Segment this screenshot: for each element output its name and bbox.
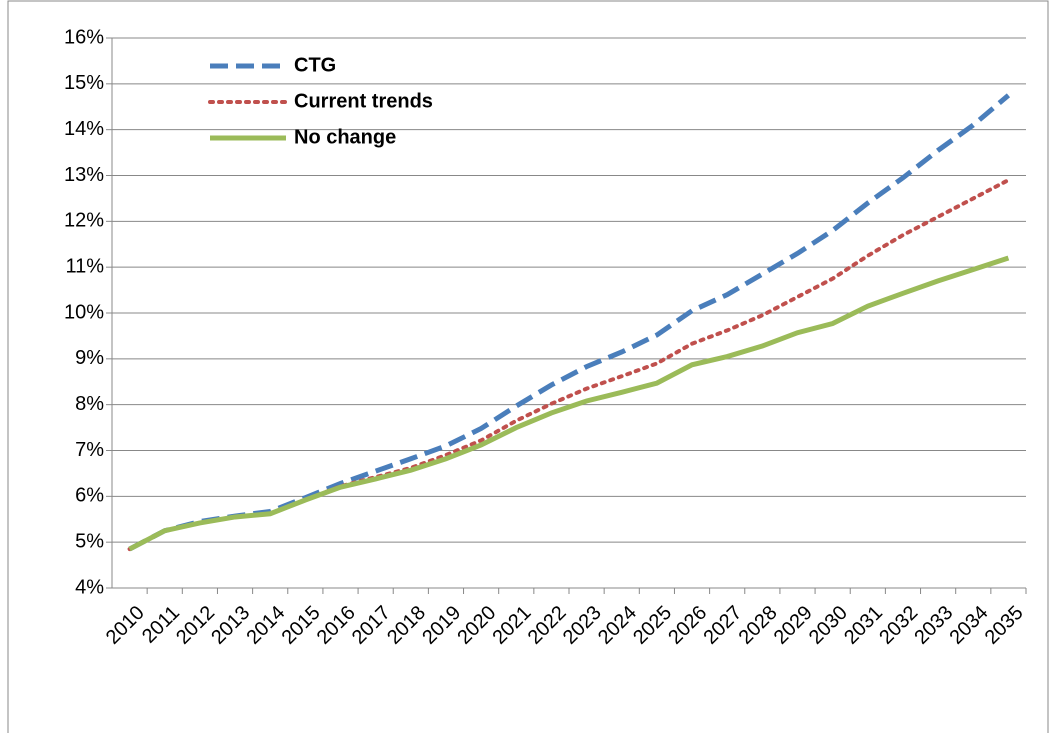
x-tick-label: 2015: [278, 602, 325, 649]
y-tick-label: 13%: [64, 164, 104, 186]
chart-frame: [7, 0, 1049, 733]
y-tick-label: 9%: [75, 347, 104, 369]
x-tick-label: 2020: [453, 602, 500, 649]
y-tick-label: 15%: [64, 72, 104, 94]
x-tick-label: 2016: [313, 602, 360, 649]
x-tick-label: 2022: [524, 602, 571, 649]
legend-label: CTG: [294, 54, 336, 76]
x-tick-label: 2026: [664, 602, 711, 649]
x-tick-label: 2021: [489, 602, 536, 649]
x-tick-label: 2027: [699, 602, 746, 649]
line-series: [128, 93, 1011, 552]
y-tick-label: 7%: [75, 439, 104, 461]
x-tick-label: 2010: [102, 602, 149, 649]
y-tick-label: 14%: [64, 118, 104, 140]
y-tick-label: 5%: [75, 530, 104, 552]
line-series: [128, 255, 1010, 552]
x-tick-label: 2012: [172, 602, 219, 649]
x-tick-label: 2024: [594, 602, 641, 649]
x-tick-label: 2011: [138, 602, 184, 648]
legend-label: No change: [294, 126, 396, 148]
x-tick-label: 2025: [629, 602, 676, 649]
y-tick-label: 4%: [75, 576, 104, 598]
y-tick-label: 10%: [64, 301, 104, 323]
x-tick-label: 2017: [348, 602, 395, 649]
x-tick-label: 2035: [981, 602, 1028, 649]
legend-label: Current trends: [294, 90, 433, 112]
x-tick-label: 2034: [946, 602, 993, 649]
x-tick-label: 2019: [418, 602, 465, 649]
x-tick-label: 2018: [383, 602, 430, 649]
line-series: [127, 178, 1011, 552]
x-tick-label: 2031: [840, 602, 887, 649]
x-tick-label: 2023: [559, 602, 606, 649]
y-tick-label: 11%: [65, 255, 104, 277]
y-tick-label: 6%: [75, 485, 104, 507]
x-tick-label: 2032: [875, 602, 922, 649]
y-tick-label: 8%: [75, 393, 104, 415]
x-tick-label: 2030: [805, 602, 852, 649]
x-tick-label: 2014: [242, 602, 289, 649]
x-tick-label: 2013: [207, 602, 254, 649]
y-tick-label: 16%: [64, 26, 104, 48]
x-tick-label: 2029: [770, 602, 817, 649]
y-tick-label: 12%: [64, 210, 104, 232]
x-tick-label: 2033: [910, 602, 957, 649]
x-tick-label: 2028: [735, 602, 782, 649]
